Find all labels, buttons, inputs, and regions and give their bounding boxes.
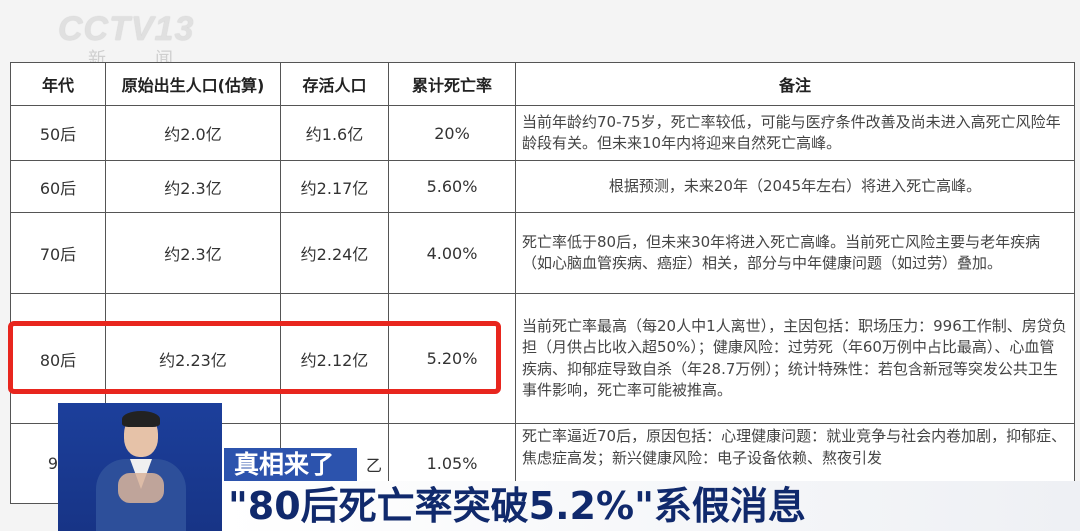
cell-note: 根据预测，未来20年（2045年左右）将进入死亡高峰。 — [515, 160, 1075, 213]
table-row: 70后 约2.3亿 约2.24亿 4.00% 死亡率低于80后，但未来30年将进… — [10, 212, 1075, 294]
table-row: 60后 约2.3亿 约2.17亿 5.60% 根据预测，未来20年（2045年左… — [10, 160, 1075, 213]
header-alive: 存活人口 — [280, 62, 389, 106]
logo-brand: CCTV13 — [58, 10, 195, 48]
cell-note: 死亡率低于80后，但未来30年将进入死亡高峰。当前死亡风险主要与老年疾病（如心脑… — [515, 212, 1075, 294]
header-era: 年代 — [10, 62, 106, 106]
cell-alive: 约2.17亿 — [280, 160, 389, 213]
highlight-box — [8, 321, 501, 394]
header-births: 原始出生人口(估算) — [105, 62, 281, 106]
cell-rate: 5.20% — [388, 293, 516, 424]
cell-era: 50后 — [10, 105, 106, 161]
caption-headline: "80后死亡率突破5.2%"系假消息 — [222, 481, 1080, 531]
cell-note: 当前年龄约70-75岁，死亡率较低，可能与医疗条件改善及尚未进入高死亡风险年龄段… — [515, 105, 1075, 161]
cell-births: 约2.3亿 — [105, 160, 281, 213]
cell-rate: 20% — [388, 105, 516, 161]
cell-rate: 5.60% — [388, 160, 516, 213]
cell-era: 70后 — [10, 212, 106, 294]
cell-alive: 约1.6亿 — [280, 105, 389, 161]
table-header: 年代 原始出生人口(估算) 存活人口 累计死亡率 备注 — [10, 62, 1075, 106]
table-row: 50后 约2.0亿 约1.6亿 20% 当前年龄约70-75岁，死亡率较低，可能… — [10, 105, 1075, 161]
header-note: 备注 — [515, 62, 1075, 106]
cell-rate: 4.00% — [388, 212, 516, 294]
cell-era: 60后 — [10, 160, 106, 213]
cell-births: 约2.3亿 — [105, 212, 281, 294]
header-rate: 累计死亡率 — [388, 62, 516, 106]
cell-alive: 约2.24亿 — [280, 212, 389, 294]
caption-tag: 真相来了 — [224, 448, 357, 481]
cell-births: 约2.0亿 — [105, 105, 281, 161]
sign-language-interpreter — [58, 403, 222, 531]
cell-note: 当前死亡率最高（每20人中1人离世），主因包括：职场压力：996工作制、房贷负担… — [515, 293, 1075, 424]
